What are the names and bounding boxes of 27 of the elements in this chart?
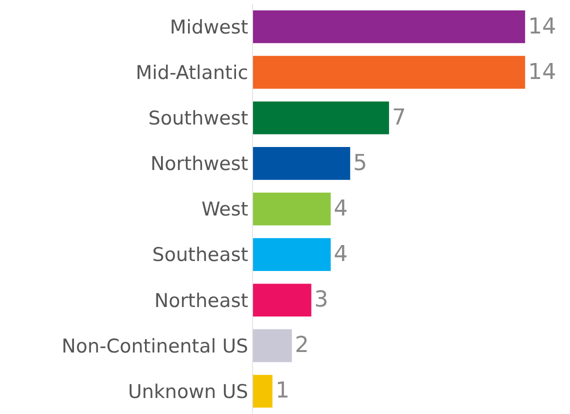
data-label: 2 [294,333,309,358]
data-label: 4 [334,242,348,268]
y-tick-label: Northeast [154,290,248,312]
data-label: 4 [334,196,348,222]
bar [253,329,292,362]
data-label: 1 [275,378,290,404]
bar [253,238,331,271]
y-tick-label: Northwest [150,153,248,176]
bar [253,284,312,317]
bar [253,10,526,44]
data-label: 14 [528,60,556,85]
bar [253,147,350,180]
data-label: 7 [392,105,406,130]
y-tick-label: Midwest [170,16,248,38]
y-tick-label: Southwest [148,108,248,130]
y-tick-label: Unknown US [128,380,248,403]
y-tick-label: Southeast [152,244,248,266]
data-label: 3 [314,288,328,313]
y-tick-label: Mid-Atlantic [136,62,248,84]
bar [253,374,272,408]
data-label: 5 [353,150,368,176]
data-label: 14 [528,14,556,40]
y-tick-label: Non-Continental US [62,335,248,358]
bar [253,56,526,89]
y-tick-label: West [201,198,248,221]
bar [253,101,390,134]
bar [253,192,331,226]
